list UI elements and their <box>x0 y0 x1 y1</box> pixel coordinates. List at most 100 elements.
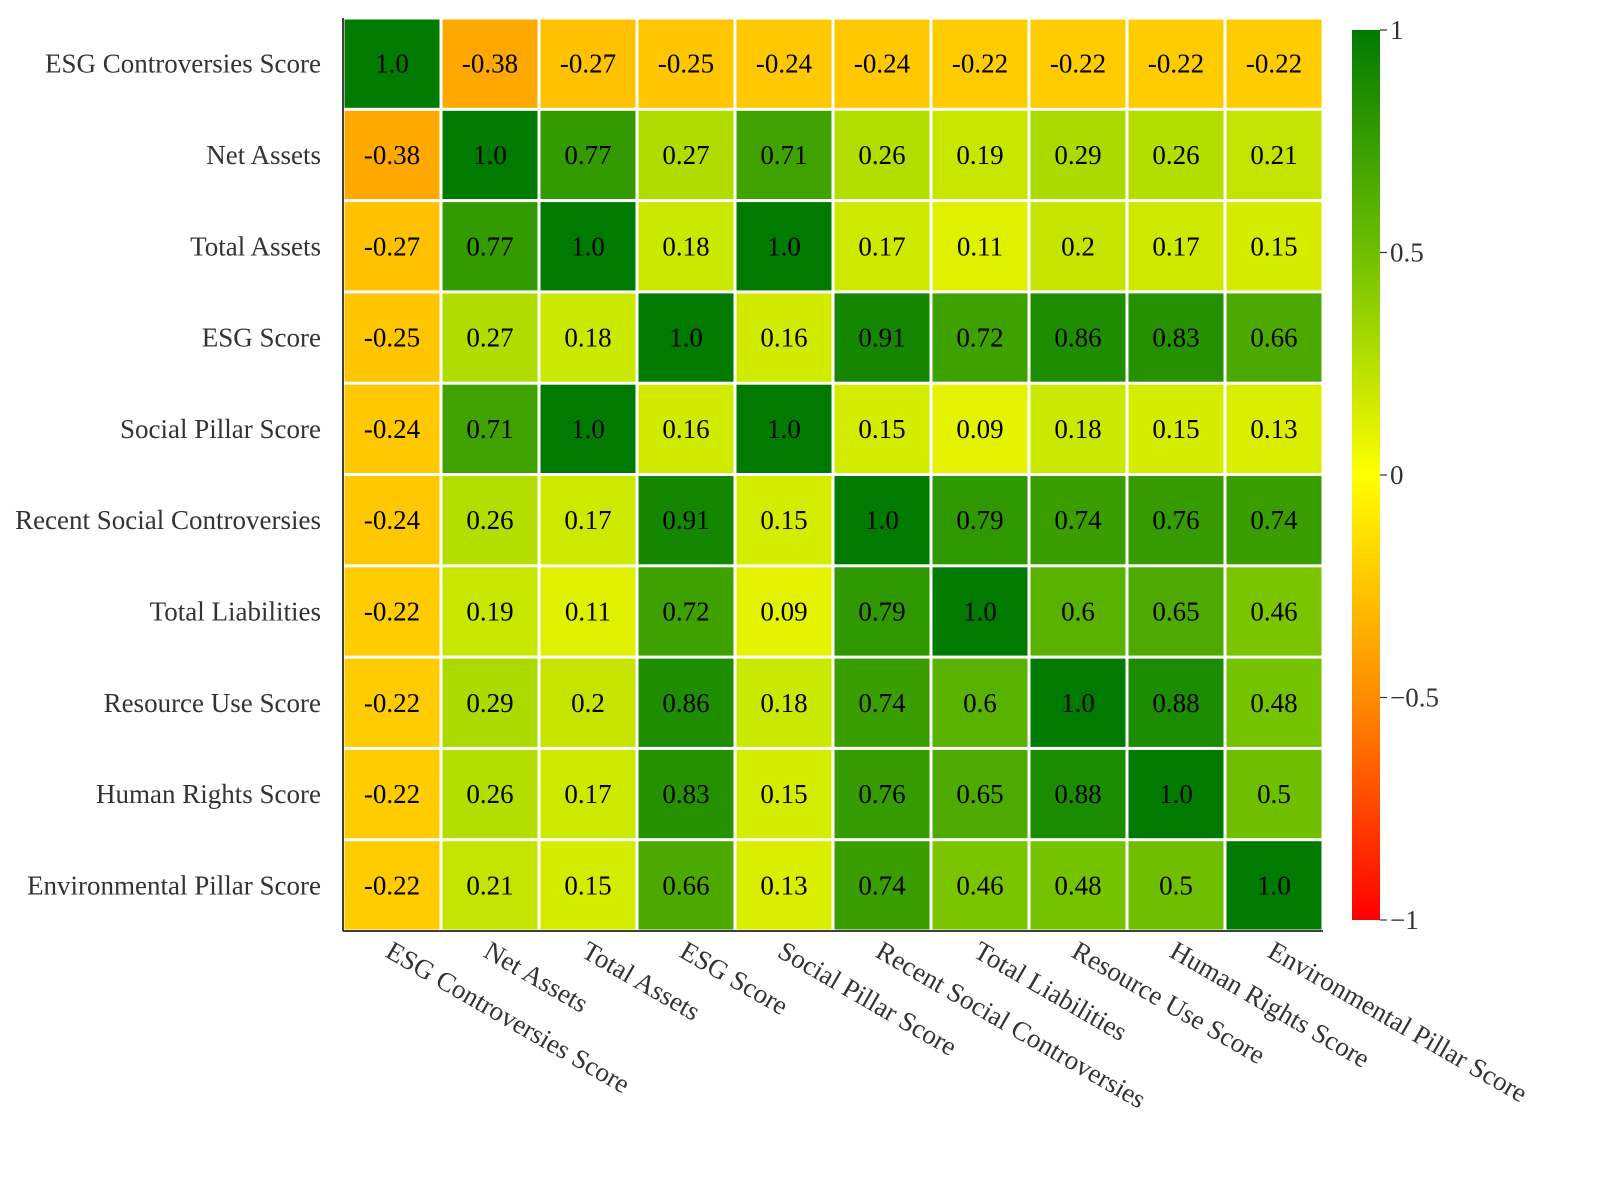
heatmap-cell-rect <box>834 110 930 200</box>
heatmap-cell: 0.21 <box>442 841 538 930</box>
heatmap-cell: 0.27 <box>442 293 538 382</box>
heatmap-cell-rect <box>1226 110 1322 200</box>
heatmap-cell-rect <box>1226 202 1322 291</box>
heatmap-cell-rect <box>442 476 538 565</box>
heatmap-cell: 0.17 <box>540 476 636 565</box>
heatmap-cell-rect <box>442 19 538 108</box>
cell-value-label: 0.79 <box>858 596 905 626</box>
cell-value-label: -0.22 <box>364 596 420 626</box>
heatmap-cell-rect <box>540 841 636 930</box>
cell-value-label: 0.16 <box>760 323 807 353</box>
heatmap-cell: 0.17 <box>834 202 930 291</box>
cell-value-label: 0.21 <box>466 870 513 900</box>
heatmap-cell-rect <box>834 658 930 747</box>
cell-value-label: 0.18 <box>760 688 807 718</box>
heatmap-cell-rect <box>442 293 538 382</box>
heatmap-cell-rect <box>736 293 832 382</box>
heatmap-cell-rect <box>540 658 636 747</box>
cell-value-label: 0.76 <box>1152 505 1199 535</box>
cell-value-label: -0.24 <box>756 49 813 79</box>
cell-value-label: 0.48 <box>1054 870 1101 900</box>
heatmap-cell-rect <box>540 293 636 382</box>
heatmap-cell: -0.22 <box>344 749 440 839</box>
cell-value-label: 1.0 <box>1061 688 1095 718</box>
heatmap-cell-rect <box>932 384 1028 473</box>
cell-value-label: -0.24 <box>364 505 421 535</box>
cell-value-label: 0.71 <box>466 414 513 444</box>
heatmap-cell-rect <box>736 202 832 291</box>
cell-value-label: -0.24 <box>364 414 421 444</box>
heatmap-cell-rect <box>1226 476 1322 565</box>
cell-value-label: 0.74 <box>858 688 906 718</box>
heatmap-cell: -0.24 <box>344 476 440 565</box>
heatmap-cell-rect <box>638 293 734 382</box>
heatmap-axes <box>342 18 1323 932</box>
heatmap-cell-rect <box>932 841 1028 930</box>
heatmap-cell-rect <box>442 749 538 839</box>
cell-value-label: 0.74 <box>1054 505 1102 535</box>
heatmap-cell: 1.0 <box>540 384 636 473</box>
heatmap-cell: 0.21 <box>1226 110 1322 200</box>
heatmap-cell: 0.18 <box>736 658 832 747</box>
cell-value-label: 0.13 <box>1250 414 1297 444</box>
heatmap-cell-rect <box>932 567 1028 656</box>
cell-value-label: -0.22 <box>364 779 420 809</box>
cell-value-label: 1.0 <box>767 414 801 444</box>
heatmap-cell-rect <box>1030 567 1126 656</box>
heatmap-cell-rect <box>736 749 832 839</box>
cell-value-label: 0.26 <box>466 505 513 535</box>
cell-value-label: -0.22 <box>1050 49 1106 79</box>
cell-value-label: 1.0 <box>669 323 703 353</box>
heatmap-cell: 0.11 <box>932 202 1028 291</box>
heatmap-cell-rect <box>1030 476 1126 565</box>
heatmap-cell-rect <box>1128 293 1224 382</box>
y-tick-label: Resource Use Score <box>104 688 321 718</box>
heatmap-cell: 0.88 <box>1030 749 1126 839</box>
heatmap-cells: 1.0 -0.38 -0.27 -0.25 -0.24 -0.24 -0.22 -0.22 -0… <box>344 19 1322 930</box>
heatmap-cell-rect <box>540 110 636 200</box>
heatmap-cell-rect <box>1128 749 1224 839</box>
heatmap-cell: 0.13 <box>1226 384 1322 473</box>
heatmap-cell-rect <box>932 19 1028 108</box>
cell-value-label: 1.0 <box>571 231 605 261</box>
cell-value-label: 0.46 <box>956 870 1003 900</box>
heatmap-cell-rect <box>344 384 440 473</box>
cell-value-label: 0.77 <box>466 231 513 261</box>
heatmap-cell-rect <box>1030 293 1126 382</box>
heatmap-cell: 0.5 <box>1226 749 1322 839</box>
y-tick-label: Social Pillar Score <box>120 414 321 444</box>
cell-value-label: 0.5 <box>1159 870 1193 900</box>
cell-value-label: 1.0 <box>865 505 899 535</box>
heatmap-cell: 1.0 <box>638 293 734 382</box>
cell-value-label: 0.19 <box>466 596 513 626</box>
cell-value-label: 0.26 <box>1152 140 1199 170</box>
heatmap-cell: 0.19 <box>932 110 1028 200</box>
heatmap-cell: 0.16 <box>736 293 832 382</box>
heatmap-cell: -0.38 <box>442 19 538 108</box>
cell-value-label: 0.65 <box>1152 596 1199 626</box>
heatmap-cell-rect <box>1030 202 1126 291</box>
heatmap-cell: 0.91 <box>834 293 930 382</box>
heatmap-cell-rect <box>442 841 538 930</box>
heatmap-cell: 0.72 <box>932 293 1028 382</box>
cell-value-label: 0.18 <box>1054 414 1101 444</box>
heatmap-cell: -0.27 <box>540 19 636 108</box>
heatmap-cell-rect <box>1030 384 1126 473</box>
cell-value-label: 0.91 <box>662 505 709 535</box>
cell-value-label: 1.0 <box>473 140 507 170</box>
heatmap-cell-rect <box>540 202 636 291</box>
heatmap-cell-rect <box>1128 567 1224 656</box>
cell-value-label: 0.15 <box>1250 231 1297 261</box>
heatmap-cell: 0.48 <box>1226 658 1322 747</box>
heatmap-cell-rect <box>540 19 636 108</box>
heatmap-cell-rect <box>1226 567 1322 656</box>
heatmap-cell: 0.71 <box>736 110 832 200</box>
heatmap-cell-rect <box>344 841 440 930</box>
heatmap-cell: 0.74 <box>834 658 930 747</box>
heatmap-cell-rect <box>1226 658 1322 747</box>
heatmap-cell: -0.22 <box>344 567 440 656</box>
heatmap-cell: -0.24 <box>736 19 832 108</box>
heatmap-cell: 1.0 <box>834 476 930 565</box>
y-tick-label: Recent Social Controversies <box>15 505 321 535</box>
